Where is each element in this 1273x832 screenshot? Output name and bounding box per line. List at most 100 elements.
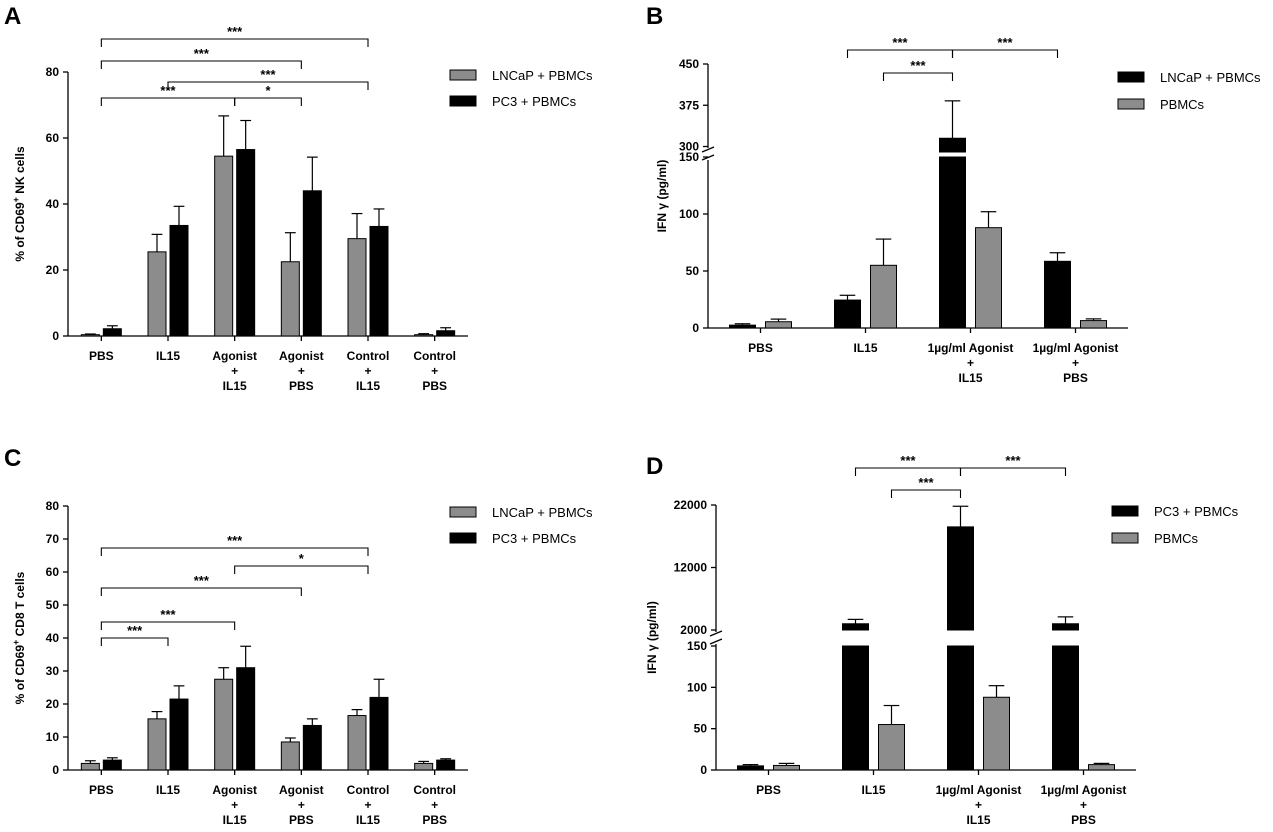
bar: [280, 261, 300, 337]
significance-bracket: [100, 621, 236, 630]
x-tick-label: Control: [413, 783, 456, 797]
legend-swatch: [449, 95, 477, 107]
bar: [80, 334, 100, 337]
significance-bracket: [100, 547, 369, 556]
y-tick-label: 0: [52, 763, 59, 777]
bar: [169, 224, 189, 337]
y-axis-label-text: % of CD69: [13, 202, 27, 262]
y-tick-label: 150: [687, 639, 707, 653]
legend-swatch: [449, 69, 477, 81]
y-tick-label: 100: [687, 680, 707, 694]
bar: [1044, 260, 1071, 329]
significance-label: ***: [997, 35, 1013, 50]
bar: [302, 724, 322, 771]
y-axis-label: % of CD69+ CD8 T cells: [11, 571, 27, 704]
y-tick-label: 150: [679, 150, 699, 164]
bar: [975, 227, 1002, 329]
legend-label: LNCaP + PBMCs: [1160, 70, 1261, 85]
significance-label: ***: [160, 83, 176, 98]
bar: [302, 190, 322, 337]
y-tick-label: 20: [46, 697, 60, 711]
bar: [236, 667, 256, 771]
bar: [870, 264, 897, 329]
x-tick-label: Agonist: [212, 349, 257, 363]
bar-lower-segment: [947, 645, 974, 771]
x-tick-label: PBS: [422, 379, 447, 393]
y-tick-label: 100: [679, 207, 699, 221]
x-tick-label: IL15: [156, 349, 180, 363]
significance-bracket: [167, 81, 369, 90]
significance-label: ***: [910, 58, 926, 73]
x-tick-label: PBS: [89, 783, 114, 797]
bar: [102, 759, 122, 771]
bar: [1080, 320, 1107, 329]
bar: [369, 696, 389, 771]
x-tick-label: 1µg/ml Agonist: [1033, 341, 1119, 355]
significance-label: *: [265, 83, 271, 98]
bar: [947, 526, 974, 631]
significance-bracket: [854, 467, 962, 476]
legend-label: PBMCs: [1154, 531, 1199, 546]
bar: [983, 696, 1010, 771]
y-tick-label: 50: [694, 722, 708, 736]
y-axis-label: IFN γ (pg/ml): [645, 601, 659, 674]
significance-label: ***: [900, 453, 916, 468]
y-tick-label: 375: [679, 98, 699, 112]
x-tick-label: +: [1080, 798, 1087, 812]
y-tick-label: 0: [52, 329, 59, 343]
x-tick-label: IL15: [356, 379, 380, 393]
bar: [1088, 764, 1115, 771]
legend-swatch: [1117, 98, 1145, 110]
y-tick-label: 2000: [680, 623, 707, 637]
y-axis-label: % of CD69+ NK cells: [11, 146, 27, 262]
legend-swatch: [1111, 505, 1139, 517]
chart-panel-d: D 0 50 100 150 2000 12000 22000 PBS IL15 1µg/ml Ag…: [645, 453, 1239, 827]
y-axis-label-text: % of CD69: [13, 645, 27, 705]
bar: [414, 762, 434, 771]
bar: [80, 762, 100, 771]
x-tick-label: IL15: [958, 371, 982, 385]
x-tick-label: PBS: [1071, 813, 1096, 827]
bar: [214, 678, 234, 771]
y-tick-label: 60: [46, 131, 60, 145]
significance-label: ***: [127, 623, 143, 638]
y-tick-label: 20: [46, 263, 60, 277]
y-axis-label-text: IFN γ (pg/ml): [645, 601, 659, 674]
y-axis-label-text: NK cells: [13, 146, 27, 197]
legend-label: PC3 + PBMCs: [492, 94, 577, 109]
bar-lower-segment: [842, 645, 869, 771]
y-tick-label: 40: [46, 631, 60, 645]
panel-label: C: [4, 445, 21, 472]
x-tick-label: +: [231, 798, 238, 812]
y-tick-label: 80: [46, 499, 60, 513]
significance-bracket: [234, 97, 302, 106]
x-tick-label: +: [364, 364, 371, 378]
x-tick-label: PBS: [89, 349, 114, 363]
bar: [1052, 623, 1079, 631]
significance-bracket: [882, 72, 954, 81]
legend-swatch: [449, 532, 477, 544]
bar: [147, 718, 167, 771]
x-tick-label: 1µg/ml Agonist: [928, 341, 1014, 355]
y-tick-label: 70: [46, 532, 60, 546]
bar: [347, 715, 367, 771]
bar: [280, 741, 300, 771]
x-tick-label: Agonist: [212, 783, 257, 797]
significance-label: ***: [892, 35, 908, 50]
significance-bracket: [951, 49, 1059, 58]
significance-bracket: [890, 489, 962, 498]
y-tick-label: 22000: [674, 498, 708, 512]
y-tick-label: 0: [692, 321, 699, 335]
x-tick-label: Control: [347, 349, 390, 363]
bar: [939, 137, 966, 153]
x-tick-label: Agonist: [279, 349, 324, 363]
bar: [414, 334, 434, 337]
bar: [737, 765, 764, 771]
significance-bracket: [100, 587, 302, 596]
bar: [436, 759, 456, 771]
significance-label: ***: [1005, 453, 1021, 468]
bar: [102, 328, 122, 337]
x-tick-label: +: [298, 364, 305, 378]
axis-break-mark: [709, 630, 723, 637]
